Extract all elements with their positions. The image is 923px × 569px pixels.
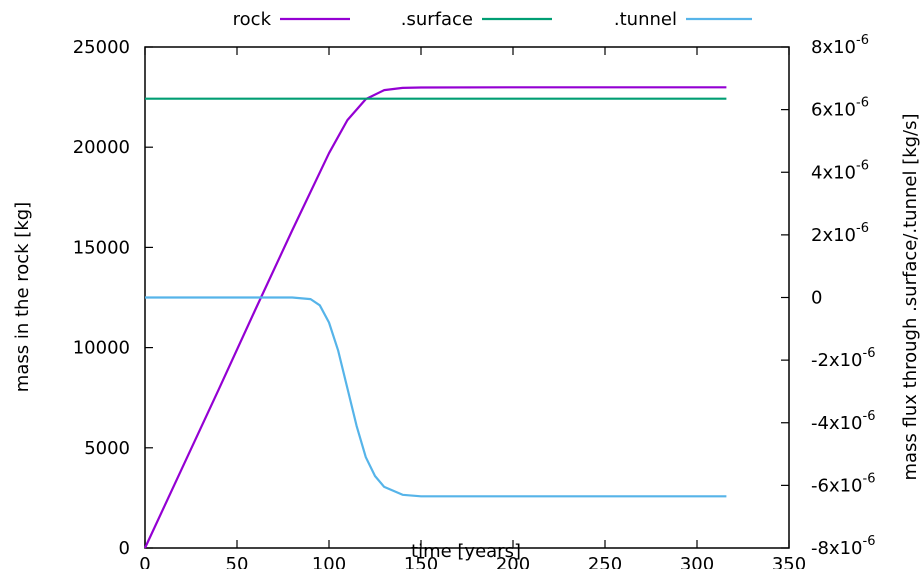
legend-label-rock: rock	[233, 9, 272, 30]
y2-tick-mantissa: 2x10	[811, 225, 856, 246]
y2-tick-exponent: -6	[856, 33, 869, 48]
y-tick-label: 15000	[73, 237, 130, 258]
y2-tick-label: 2x10-6	[811, 221, 869, 246]
x-tick-label: 300	[680, 554, 714, 569]
y2-tick-exponent: -6	[856, 158, 869, 173]
x-tick-label: 150	[404, 554, 438, 569]
y2-tick-label: 6x10-6	[811, 96, 869, 121]
y2-tick-label: 4x10-6	[811, 158, 869, 183]
y2-tick-mantissa: -2x10	[811, 350, 863, 371]
series-line-rock	[144, 86, 727, 549]
x-tick-label: 50	[226, 554, 249, 569]
y2-tick-mantissa: 4x10	[811, 162, 856, 183]
x-tick-label: 200	[496, 554, 530, 569]
legend-label-surface: .surface	[401, 9, 473, 30]
y2-tick-exponent: -6	[856, 221, 869, 236]
y2-tick-label: -6x10-6	[811, 471, 875, 496]
y-tick-label: 0	[119, 538, 130, 559]
x-tick-label: 350	[772, 554, 806, 569]
y2-tick-label: -2x10-6	[811, 346, 875, 371]
y2-tick-exponent: -6	[863, 534, 876, 549]
y2-axis-label: mass flux through .surface/.tunnel [kg/s…	[900, 113, 921, 480]
series-line-tunnel	[145, 296, 727, 498]
y2-tick-label: -4x10-6	[811, 409, 875, 434]
y2-tick-exponent: -6	[863, 346, 876, 361]
y-tick-label: 25000	[73, 37, 130, 58]
y2-tick-mantissa: 8x10	[811, 37, 856, 58]
y-tick-label: 5000	[84, 438, 130, 459]
y-tick-label: 10000	[73, 338, 130, 359]
x-axis-label: time [years]	[411, 541, 521, 562]
y2-tick-label: 0	[811, 288, 822, 309]
y-axis-label: mass in the rock [kg]	[12, 202, 33, 392]
x-tick-label: 250	[588, 554, 622, 569]
y2-tick-mantissa: -6x10	[811, 475, 863, 496]
y2-tick-mantissa: -4x10	[811, 413, 863, 434]
y2-tick-label: -8x10-6	[811, 534, 875, 559]
y2-tick-label: 8x10-6	[811, 33, 869, 58]
y2-tick-exponent: -6	[856, 96, 869, 111]
y2-tick-mantissa: -8x10	[811, 538, 863, 559]
x-tick-label: 0	[139, 554, 150, 569]
y2-tick-exponent: -6	[863, 471, 876, 486]
x-tick-label: 100	[312, 554, 346, 569]
legend-label-tunnel: .tunnel	[614, 9, 677, 30]
y2-tick-mantissa: 0	[811, 288, 822, 309]
y2-tick-mantissa: 6x10	[811, 100, 856, 121]
y-tick-label: 20000	[73, 137, 130, 158]
y2-tick-exponent: -6	[863, 409, 876, 424]
